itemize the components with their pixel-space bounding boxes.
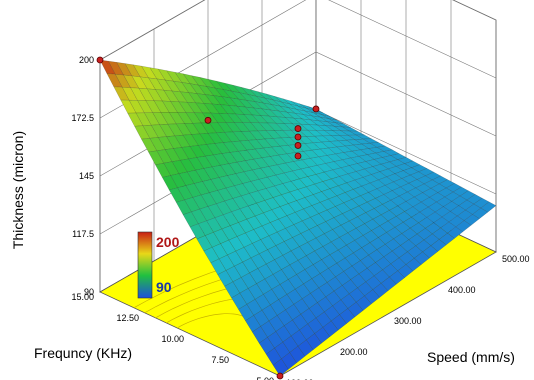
design-point-5 bbox=[312, 105, 320, 113]
color-legend: 200 90 bbox=[137, 231, 180, 299]
z-tick-label: 200 bbox=[79, 55, 94, 65]
axis-ticks: 90 117.5 145 172.5 200 5.00 7.50 10.00 12.50 15.0… bbox=[71, 55, 529, 380]
design-point-0 bbox=[96, 56, 104, 64]
y-tick-label: 300.00 bbox=[394, 316, 422, 326]
z-tick-label: 117.5 bbox=[72, 229, 94, 239]
design-point-2 bbox=[294, 142, 302, 149]
legend-max-label: 200 bbox=[156, 234, 180, 250]
y-tick-label: 200.00 bbox=[340, 347, 368, 357]
x-tick-label: 15.00 bbox=[71, 292, 94, 302]
design-point-3 bbox=[294, 133, 302, 141]
design-point-4 bbox=[294, 125, 302, 132]
design-points bbox=[96, 56, 320, 380]
y-tick-label: 400.00 bbox=[448, 285, 476, 295]
x-tick-label: 10.00 bbox=[161, 334, 184, 344]
design-point-6 bbox=[276, 372, 284, 380]
design-point-7 bbox=[204, 116, 212, 124]
design-point-1 bbox=[294, 152, 302, 160]
y-axis-title: Speed (mm/s) bbox=[427, 349, 515, 365]
floor-contour-0 bbox=[176, 313, 244, 329]
response-surface bbox=[99, 59, 497, 377]
legend-colorbar bbox=[137, 231, 153, 299]
surface-cell bbox=[272, 358, 289, 377]
z-tick-label: 145 bbox=[79, 171, 94, 181]
x-tick-label: 5.00 bbox=[256, 376, 274, 380]
x-tick-label: 7.50 bbox=[211, 355, 229, 365]
z-tick-label: 172.5 bbox=[71, 113, 94, 123]
z-tick-label: 90 bbox=[84, 287, 94, 297]
legend-min-label: 90 bbox=[156, 279, 172, 295]
x-tick-label: 12.50 bbox=[116, 313, 139, 323]
y-tick-label: 500.00 bbox=[502, 254, 530, 264]
x-axis-title: Frequncy (KHz) bbox=[34, 345, 132, 361]
z-gridline-4 bbox=[99, 0, 497, 61]
y-tick-label: 100.00 bbox=[286, 378, 314, 380]
z-axis-title: Thickness (micron) bbox=[10, 131, 26, 249]
